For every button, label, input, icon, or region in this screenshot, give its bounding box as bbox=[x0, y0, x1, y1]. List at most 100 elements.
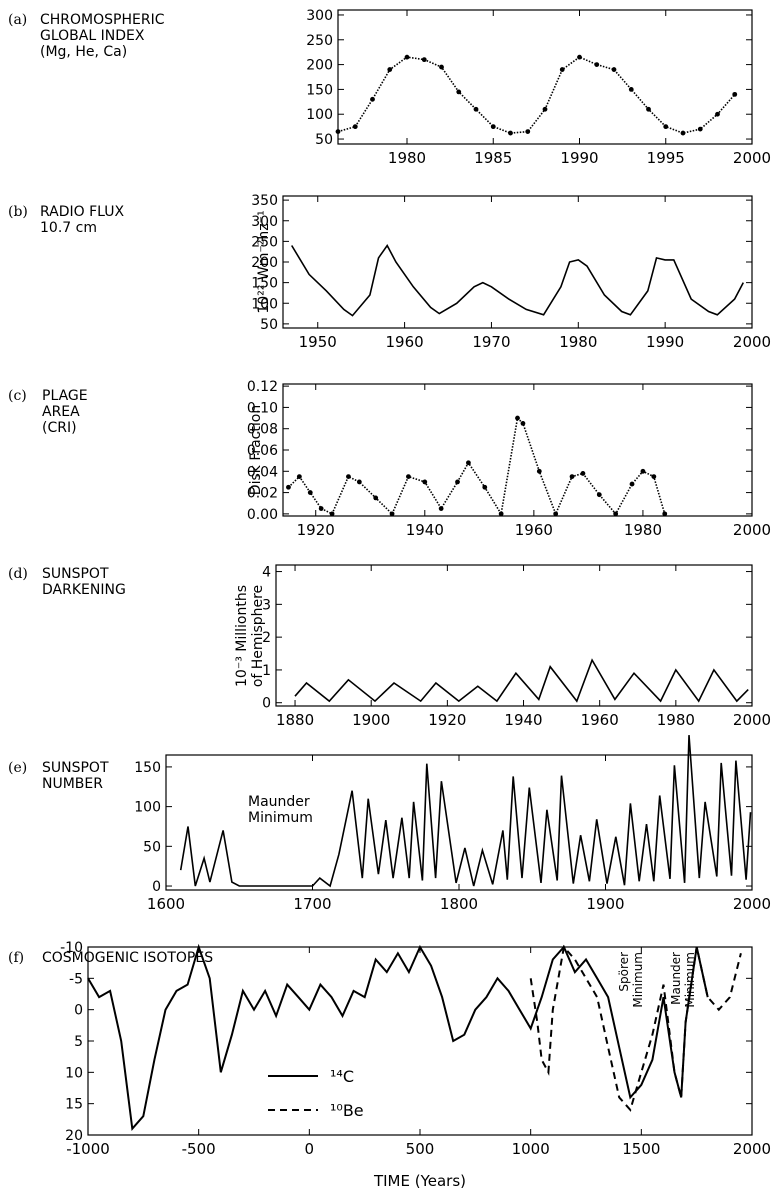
panel-5-xtick-label-1: -500 bbox=[182, 1140, 216, 1158]
panel-0-ytick-label-2: 150 bbox=[306, 82, 333, 98]
panel-0-xtick-label-4: 2000 bbox=[733, 149, 771, 167]
panel-3-xtick-label-2: 1920 bbox=[428, 711, 466, 729]
panel-0-xtick-label-3: 1995 bbox=[647, 149, 685, 167]
panel-3-ytick-label-1: 1 bbox=[262, 663, 271, 679]
panel-4-xtick-label-2: 1800 bbox=[440, 895, 478, 913]
panel-2-ytick-label-6: 0.12 bbox=[247, 379, 278, 395]
panel-1-xtick-label-1: 1960 bbox=[385, 333, 423, 351]
panel-5-ytick-label-3: 5 bbox=[74, 1034, 83, 1050]
panel-c-ylabel: Disk Fraction bbox=[248, 405, 264, 495]
panel-5-ytick-label-2: 0 bbox=[74, 1003, 83, 1019]
panel-2-ytick-label-1: 0.02 bbox=[247, 486, 278, 502]
panel-f-xlabel: TIME (Years) bbox=[373, 1172, 466, 1190]
panel-3-xtick-label-1: 1900 bbox=[352, 711, 390, 729]
panel-4-xtick-label-1: 1700 bbox=[293, 895, 331, 913]
panel-5-ytick-label-4: 10 bbox=[65, 1065, 83, 1081]
panel-1-xtick-label-0: 1950 bbox=[299, 333, 337, 351]
panel-1-ytick-label-0: 50 bbox=[260, 317, 278, 333]
panel-1-xtick-label-3: 1980 bbox=[559, 333, 597, 351]
panel-2-xtick-label-2: 1960 bbox=[515, 521, 553, 539]
panel-0-ytick-label-1: 100 bbox=[306, 107, 333, 123]
panel-1-ytick-label-4: 250 bbox=[251, 234, 278, 250]
panel-c-title: PLAGE AREA (CRI) bbox=[42, 388, 88, 436]
panel-3-ytick-label-0: 0 bbox=[262, 696, 271, 712]
panel-4-xtick-label-4: 2000 bbox=[733, 895, 771, 913]
panel-0-point-1 bbox=[352, 124, 358, 130]
panel-0-ytick-label-0: 50 bbox=[315, 132, 333, 148]
panel-1-ytick-label-3: 200 bbox=[251, 255, 278, 271]
panel-e-annotation-line2: Minimum bbox=[248, 810, 313, 826]
panel-f-annotation-sporer-line1: Spörer bbox=[617, 952, 631, 992]
panel-b-ylabel: 10²² Wm⁻²hz⁻¹ bbox=[256, 210, 272, 313]
panel-0-frame bbox=[337, 9, 753, 145]
panel-2-ytick-label-5: 0.10 bbox=[247, 400, 278, 416]
panel-2-xtick-label-1: 1940 bbox=[406, 521, 444, 539]
panel-2-point-21 bbox=[580, 471, 586, 476]
panel-4-ytick-label-3: 150 bbox=[134, 760, 161, 776]
panel-2-xtick-label-3: 1980 bbox=[624, 521, 662, 539]
panel-0-trend bbox=[337, 56, 736, 134]
panel-1-xtick-label-4: 1990 bbox=[646, 333, 684, 351]
panel-5-ytick-label-1: -5 bbox=[69, 971, 83, 987]
panel-2-xtick-label-0: 1920 bbox=[297, 521, 335, 539]
panel-3-ytick-label-3: 3 bbox=[262, 597, 271, 613]
panel-3-xtick-label-3: 1940 bbox=[504, 711, 542, 729]
panel-5-xtick-label-2: 0 bbox=[305, 1140, 315, 1158]
panel-c-title-line3: (CRI) bbox=[42, 420, 77, 436]
panel-5-xtick-label-3: 500 bbox=[406, 1140, 435, 1158]
legend-be10-label: ¹⁰Be bbox=[330, 1101, 364, 1120]
panel-d-title-line1: SUNSPOT bbox=[42, 566, 109, 582]
panel-5-series-0-line bbox=[87, 943, 709, 1132]
panel-e-title-line1: SUNSPOT bbox=[42, 760, 109, 776]
panel-2-ytick-label-2: 0.04 bbox=[247, 464, 278, 480]
panel-a-title-line1: CHROMOSPHERIC bbox=[40, 12, 165, 28]
panel-3-ytick-label-4: 4 bbox=[262, 565, 271, 581]
panel-a-letter: (a) bbox=[8, 12, 28, 28]
panel-2-xtick-label-4: 2000 bbox=[733, 521, 771, 539]
panel-c-title-line2: AREA bbox=[42, 404, 80, 420]
panel-e-title: SUNSPOT NUMBER bbox=[42, 760, 109, 792]
panel-5-ytick-label-5: 15 bbox=[65, 1097, 83, 1113]
panel-0-xtick-label-0: 1980 bbox=[388, 149, 426, 167]
panel-c-letter: (c) bbox=[8, 388, 27, 404]
panel-f-annotation-maunder-line1: Maunder bbox=[669, 952, 683, 1005]
panel-1-frame bbox=[282, 195, 753, 329]
panel-b-title: RADIO FLUX 10.7 cm bbox=[40, 204, 124, 236]
panel-a-title-line3: (Mg, He, Ca) bbox=[40, 44, 128, 60]
panel-e-letter: (e) bbox=[8, 760, 28, 776]
panel-d-ylabel-line1: 10⁻³ Millionths bbox=[234, 585, 250, 687]
panel-3-line bbox=[294, 658, 749, 703]
panel-5-xtick-label-4: 1000 bbox=[512, 1140, 550, 1158]
panel-c-title-line1: PLAGE bbox=[42, 388, 88, 404]
panel-d-title-line2: DARKENING bbox=[42, 582, 126, 598]
panel-0-xtick-label-1: 1985 bbox=[474, 149, 512, 167]
panel-5-ytick-label-6: 20 bbox=[65, 1128, 83, 1144]
panel-0-ytick-label-5: 300 bbox=[306, 8, 333, 24]
panel-2-ytick-label-4: 0.08 bbox=[247, 422, 278, 438]
panel-5-frame bbox=[87, 946, 753, 1136]
panel-a-title: CHROMOSPHERIC GLOBAL INDEX (Mg, He, Ca) bbox=[40, 12, 164, 60]
panel-0-point-2 bbox=[370, 96, 375, 102]
panel-1-line bbox=[291, 243, 745, 317]
panel-5-xtick-label-5: 1500 bbox=[622, 1140, 660, 1158]
panel-2-frame bbox=[282, 383, 753, 517]
panel-4-ytick-label-0: 0 bbox=[152, 879, 161, 895]
panel-0-ytick-label-3: 200 bbox=[306, 58, 333, 74]
panel-1-ytick-label-1: 100 bbox=[251, 296, 278, 312]
panel-3-xtick-label-0: 1880 bbox=[276, 711, 314, 729]
panel-2-trend bbox=[287, 416, 666, 517]
panel-d-ylabel-line2: of Hemisphere bbox=[250, 585, 266, 687]
panel-1-ytick-label-5: 300 bbox=[251, 214, 278, 230]
panel-d-letter: (d) bbox=[8, 566, 28, 582]
panel-2-ytick-label-0: 0.00 bbox=[247, 507, 278, 523]
panel-3-frame bbox=[275, 564, 753, 707]
panel-4-line bbox=[179, 735, 752, 888]
panel-4-xtick-label-0: 1600 bbox=[147, 895, 185, 913]
panel-1-ytick-label-6: 350 bbox=[251, 193, 278, 209]
panel-f-letter: (f) bbox=[8, 950, 25, 966]
panel-d-title: SUNSPOT DARKENING bbox=[42, 566, 126, 598]
panel-3-ytick-label-2: 2 bbox=[262, 630, 271, 646]
panel-b-letter: (b) bbox=[8, 204, 28, 220]
panel-5-ytick-label-0: -10 bbox=[60, 940, 83, 956]
